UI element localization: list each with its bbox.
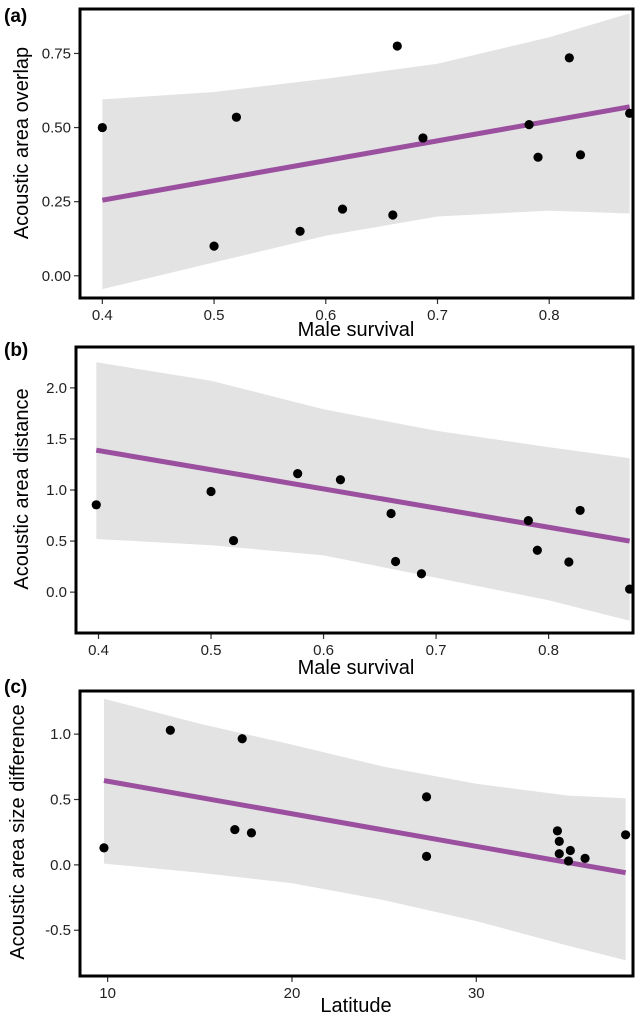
- panel-a-data-point-11: [564, 53, 574, 63]
- panel-a-data-point-12: [575, 150, 586, 160]
- panel-b-y-axis-title: Acoustic area distance: [11, 388, 33, 589]
- panel-a-data-point-8: [418, 133, 428, 143]
- panel-b-x-tick-label: 0.7: [426, 642, 447, 659]
- panel-b-data-point-5: [335, 475, 346, 485]
- panel-a-regression-line: [101, 104, 631, 203]
- panel-b-confidence-band: [96, 362, 630, 621]
- panel-a-x-tick-label: 0.5: [204, 307, 225, 324]
- panel-a-y-axis-title: Acoustic area overlap: [11, 47, 33, 239]
- panel-a-y-tick-label: 0.00: [42, 268, 71, 285]
- panel-c-x-tick-label: 10: [99, 985, 116, 1002]
- panel-c-data-point-5: [246, 828, 257, 838]
- panel-b-regression-line: [95, 447, 631, 544]
- panel-b-x-tick-label: 0.5: [201, 642, 222, 659]
- panel-a-data-point-1: [97, 122, 107, 133]
- panel-c-data-point-7: [421, 851, 432, 861]
- panel-a-data-point-3: [231, 112, 242, 122]
- panel-a-x-axis-title: Male survival: [298, 319, 415, 341]
- panel-a: (a) 0.4 0.5 0.6 0.7 0.8 0.00 0.25 0.50 0.75 Mal…: [4, 6, 635, 341]
- panel-b-y-tick-label: 0.0: [46, 584, 67, 601]
- panel-b-y-tick-label: 0.5: [46, 533, 67, 550]
- panel-a-data-point-5: [337, 204, 348, 214]
- panel-b-data-point-7: [390, 556, 401, 567]
- panel-a-plot-frame: [78, 7, 635, 300]
- panel-b-y-tick-label: 2.0: [46, 380, 67, 397]
- panel-b-data-point-12: [575, 505, 585, 516]
- panel-a-y-tick-label: 0.50: [42, 120, 71, 137]
- panel-c-y-axis-title: Acoustic area size difference: [7, 704, 29, 959]
- panel-a-x-tick-label: 0.6: [315, 307, 336, 324]
- panel-a-data-point-6: [388, 210, 398, 220]
- panel-a-data-point-9: [524, 120, 534, 130]
- panel-a-data-point-7: [392, 41, 402, 51]
- panel-c-regression-line: [103, 778, 627, 876]
- panel-b-y-tick-label: 1.0: [46, 482, 67, 499]
- panel-c-x-axis-title: Latitude: [320, 995, 391, 1017]
- panel-c-data-point-8: [552, 826, 563, 836]
- panel-a-data-point-10: [533, 152, 543, 162]
- panel-b-data-point-8: [416, 569, 427, 579]
- panel-b: (b) 0.4 0.5 0.6 0.7 0.8 0.0 0.5 1.0 1.5 2.0 Male…: [4, 340, 635, 679]
- panel-b-x-tick-label: 0.6: [313, 642, 334, 659]
- panel-a-x-tick-label: 0.4: [92, 307, 113, 324]
- panel-c-y-tick-label: 1.0: [50, 726, 71, 743]
- panel-c-data-point-13: [580, 853, 590, 863]
- panel-b-y-tick-label: 1.5: [46, 431, 67, 448]
- panel-c-data-point-14: [621, 830, 631, 840]
- panel-c-x-tick-label: 30: [468, 985, 485, 1002]
- panel-c-y-tick-label: 0.5: [50, 792, 71, 809]
- panel-a-y-tick-label: 0.75: [42, 45, 71, 62]
- panel-a-y-tick-label: 0.25: [42, 194, 71, 211]
- panel-c-data-point-4: [237, 734, 247, 744]
- panel-c-data-point-9: [554, 836, 564, 846]
- panel-c-y-tick-label: 0.0: [50, 857, 71, 874]
- panel-c-data-point-1: [99, 843, 109, 853]
- panel-c-data-point-12: [565, 845, 575, 856]
- panel-b-label: (b): [4, 340, 28, 361]
- panel-b-data-point-2: [206, 486, 216, 497]
- panel-c-data-point-6: [421, 792, 432, 802]
- panel-b-data-point-4: [293, 469, 303, 479]
- panel-b-x-tick-label: 0.4: [88, 642, 109, 659]
- panel-c-data-point-2: [165, 725, 175, 735]
- panel-c-data-point-11: [563, 856, 574, 866]
- panel-a-x-tick-label: 0.8: [539, 307, 560, 324]
- panel-c-data-point-3: [230, 824, 240, 835]
- panel-c-y-tick-label: -0.5: [45, 922, 71, 939]
- panel-a-data-point-2: [209, 241, 219, 251]
- panel-b-data-point-3: [228, 535, 239, 546]
- panel-b-plot-frame: [74, 345, 635, 635]
- panel-c-data-point-10: [554, 849, 564, 859]
- panel-b-data-point-9: [523, 516, 533, 526]
- panel-b-data-point-10: [532, 545, 542, 555]
- panel-b-x-axis-title: Male survival: [298, 657, 415, 679]
- panel-b-x-tick-label: 0.8: [538, 642, 559, 659]
- panel-c-label: (c): [4, 677, 27, 698]
- panel-a-data-point-4: [295, 226, 305, 236]
- panel-c-x-tick-label: 20: [284, 985, 301, 1002]
- panel-b-data-point-6: [386, 508, 396, 519]
- panel-b-data-point-1: [91, 500, 101, 510]
- panel-c-confidence-band: [104, 698, 626, 961]
- panel-c: (c) 10 20 30 -0.5 0.0 0.5 1.0 Latitude Acoust…: [4, 677, 635, 1017]
- panel-a-x-tick-label: 0.7: [427, 307, 448, 324]
- panel-c-plot-frame: [78, 689, 635, 978]
- panel-b-data-point-11: [564, 557, 574, 567]
- panel-a-label: (a): [4, 6, 27, 27]
